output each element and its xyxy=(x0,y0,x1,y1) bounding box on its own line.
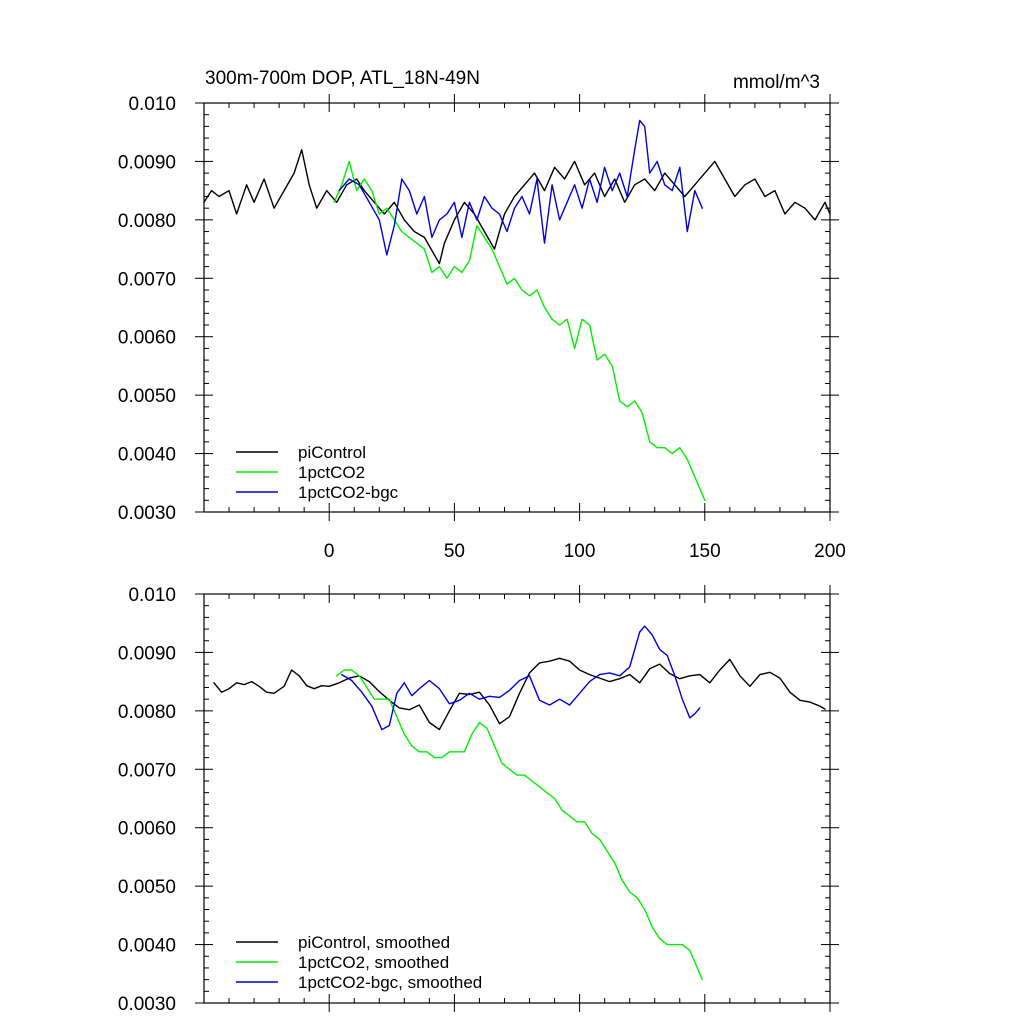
series-line-0 xyxy=(203,149,831,265)
y-tick-label: 0.010 xyxy=(128,94,176,115)
y-tick-label: 0.0030 xyxy=(118,503,176,524)
x-tick-label: 150 xyxy=(689,541,721,562)
bottom-panel: 0.0030 0.0040 0.0050 0.0060 0.0070 0.0080 0.00… xyxy=(118,585,839,1015)
y-tick-label: 0.0040 xyxy=(118,936,176,957)
y-tick-label: 0.0090 xyxy=(118,152,176,173)
x-tick-label: 200 xyxy=(814,541,846,562)
y-tick-label: 0.0060 xyxy=(118,819,176,840)
y-tick-label: 0.0080 xyxy=(118,702,176,723)
legend-entry: 1pctCO2-bgc, smoothed xyxy=(298,973,482,992)
series-line-2 xyxy=(341,625,701,731)
x-tick-label: 0 xyxy=(324,541,335,562)
legend-entry: 1pctCO2, smoothed xyxy=(298,953,449,972)
legend-entry: piControl, smoothed xyxy=(298,933,450,952)
y-tick-label: 0.0050 xyxy=(118,877,176,898)
y-tick-label: 0.0090 xyxy=(118,643,176,664)
y-tick-label: 0.0070 xyxy=(118,269,176,290)
series-line-1 xyxy=(336,669,703,981)
legend-entry: 1pctCO2-bgc xyxy=(298,483,399,502)
legend-entry: piControl xyxy=(298,443,366,462)
series-line-0 xyxy=(213,657,826,731)
plot-frame xyxy=(203,593,831,1004)
y-tick-label: 0.0030 xyxy=(118,994,176,1015)
y-tick-label: 0.010 xyxy=(128,585,176,606)
y-tick-label: 0.0070 xyxy=(118,760,176,781)
y-tick-label: 0.0060 xyxy=(118,328,176,349)
chart-title: 300m-700m DOP, ATL_18N-49N xyxy=(205,68,480,89)
series-line-2 xyxy=(338,119,703,256)
x-tick-label: 100 xyxy=(564,541,596,562)
legend-entry: 1pctCO2 xyxy=(298,463,365,482)
y-tick-label: 0.0080 xyxy=(118,211,176,232)
series-line-1 xyxy=(333,160,706,501)
units-label: mmol/m^3 xyxy=(733,72,820,93)
y-tick-label: 0.0040 xyxy=(118,445,176,466)
x-tick-label: 50 xyxy=(444,541,465,562)
plot-frame xyxy=(203,102,831,513)
top-panel: 300m-700m DOP, ATL_18N-49N mmol/m^3 0 50 1… xyxy=(118,68,846,562)
y-tick-label: 0.0050 xyxy=(118,386,176,407)
